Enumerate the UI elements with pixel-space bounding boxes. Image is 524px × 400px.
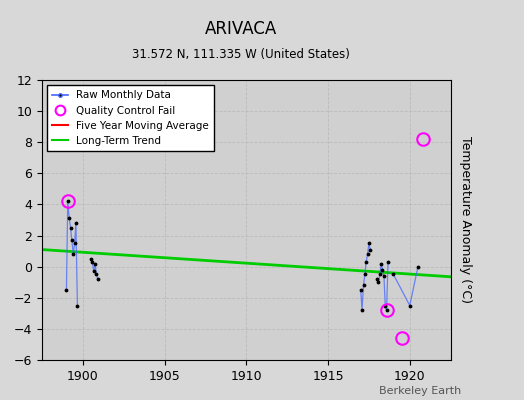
Text: 31.572 N, 111.335 W (United States): 31.572 N, 111.335 W (United States) <box>132 48 350 61</box>
Text: ARIVACA: ARIVACA <box>205 20 277 38</box>
Y-axis label: Temperature Anomaly (°C): Temperature Anomaly (°C) <box>459 136 472 304</box>
Text: Berkeley Earth: Berkeley Earth <box>379 386 461 396</box>
Legend: Raw Monthly Data, Quality Control Fail, Five Year Moving Average, Long-Term Tren: Raw Monthly Data, Quality Control Fail, … <box>47 85 214 151</box>
